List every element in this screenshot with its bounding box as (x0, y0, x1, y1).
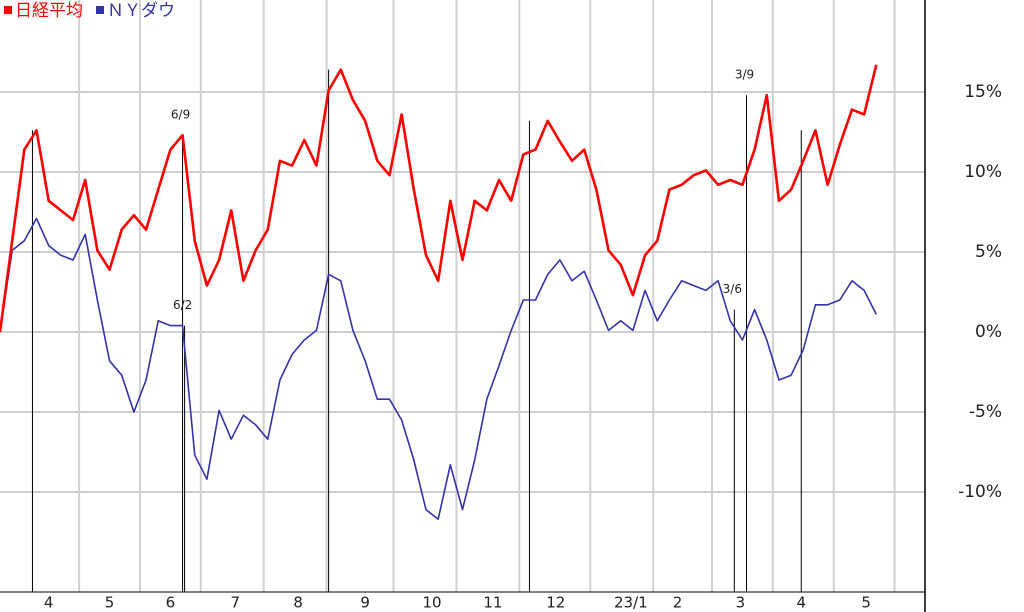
y-tick-label: 5% (975, 242, 1002, 262)
x-tick-label: 8 (293, 594, 303, 612)
y-tick-label: -5% (969, 402, 1002, 422)
x-tick-label: 4 (44, 594, 54, 612)
annotation-label: 6/2 (173, 298, 192, 312)
y-tick-label: 10% (964, 162, 1002, 182)
x-tick-label: 5 (105, 594, 115, 612)
y-tick-label: 15% (964, 82, 1002, 102)
y-tick-label: 0% (975, 322, 1002, 342)
legend-label: 日経平均 (15, 1, 83, 21)
series-line (0, 64, 878, 333)
x-tick-label: 4 (796, 594, 806, 612)
x-tick-label: 5 (861, 594, 871, 612)
x-tick-label: 11 (483, 594, 502, 612)
legend-swatch (4, 6, 12, 14)
x-tick-label: 6 (166, 594, 176, 612)
x-tick-label: 23/1 (614, 594, 648, 612)
x-tick-label: 9 (360, 594, 370, 612)
x-tick-label: 12 (546, 594, 565, 612)
legend-swatch (96, 6, 104, 14)
legend-label: ＮＹダウ (107, 1, 175, 21)
x-tick-label: 10 (423, 594, 442, 612)
annotation-label: 3/9 (735, 68, 754, 82)
annotation-label: 6/9 (171, 108, 190, 122)
x-tick-label: 2 (673, 594, 683, 612)
x-tick-label: 3 (736, 594, 746, 612)
series-line (0, 217, 878, 521)
annotation-label: 3/6 (723, 282, 742, 296)
y-tick-label: -10% (958, 482, 1002, 502)
x-tick-label: 7 (231, 594, 241, 612)
